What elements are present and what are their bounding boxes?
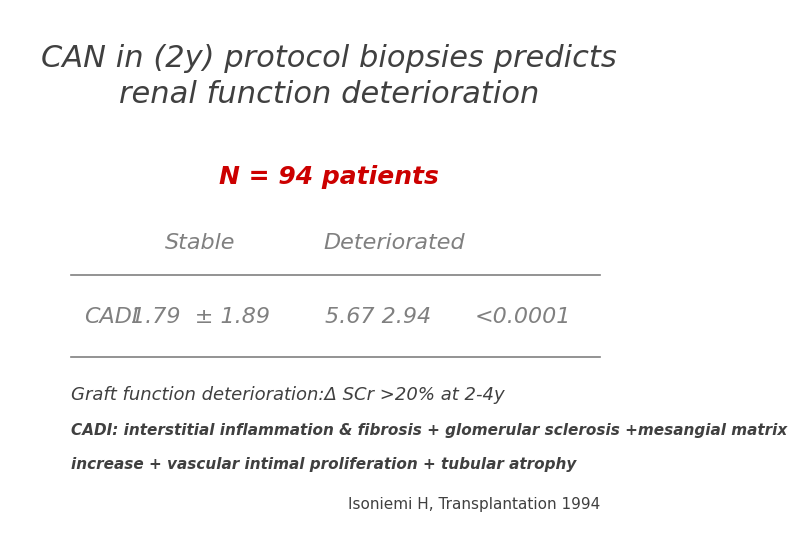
Text: Isoniemi H, Transplantation 1994: Isoniemi H, Transplantation 1994: [348, 497, 600, 512]
Text: 5.67 2.94: 5.67 2.94: [325, 307, 431, 327]
Text: increase + vascular intimal proliferation + tubular atrophy: increase + vascular intimal proliferatio…: [71, 457, 577, 472]
Text: Stable: Stable: [165, 233, 236, 253]
Text: CADI: CADI: [84, 307, 139, 327]
Text: <0.0001: <0.0001: [475, 307, 571, 327]
Text: 1.79  ± 1.89: 1.79 ± 1.89: [131, 307, 270, 327]
Text: CAN in (2y) protocol biopsies predicts
renal function deterioration: CAN in (2y) protocol biopsies predicts r…: [41, 44, 617, 109]
Text: Graft function deterioration:Δ SCr >20% at 2-4y: Graft function deterioration:Δ SCr >20% …: [71, 386, 505, 404]
Text: CADI: interstitial inflammation & fibrosis + glomerular sclerosis +mesangial mat: CADI: interstitial inflammation & fibros…: [71, 423, 787, 437]
Text: N = 94 patients: N = 94 patients: [220, 165, 439, 189]
Text: Deteriorated: Deteriorated: [323, 233, 465, 253]
